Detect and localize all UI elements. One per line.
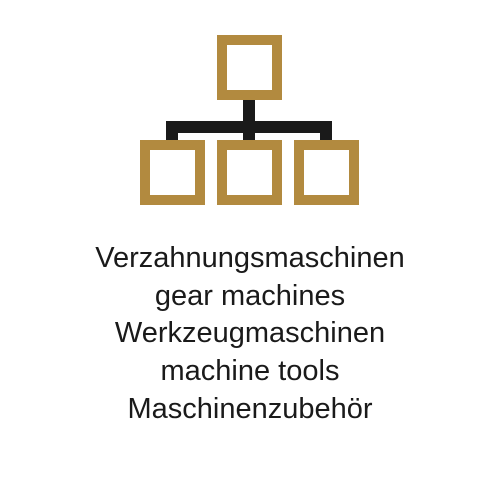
- label-line-5: Maschinenzubehör: [95, 391, 405, 429]
- label-line-2: gear machines: [95, 278, 405, 316]
- label-line-3: Werkzeugmaschinen: [95, 315, 405, 353]
- label-line-4: machine tools: [95, 353, 405, 391]
- label-line-1: Verzahnungsmaschinen: [95, 240, 405, 278]
- hierarchy-icon: [140, 35, 360, 205]
- category-labels: Verzahnungsmaschinen gear machines Werkz…: [95, 240, 405, 428]
